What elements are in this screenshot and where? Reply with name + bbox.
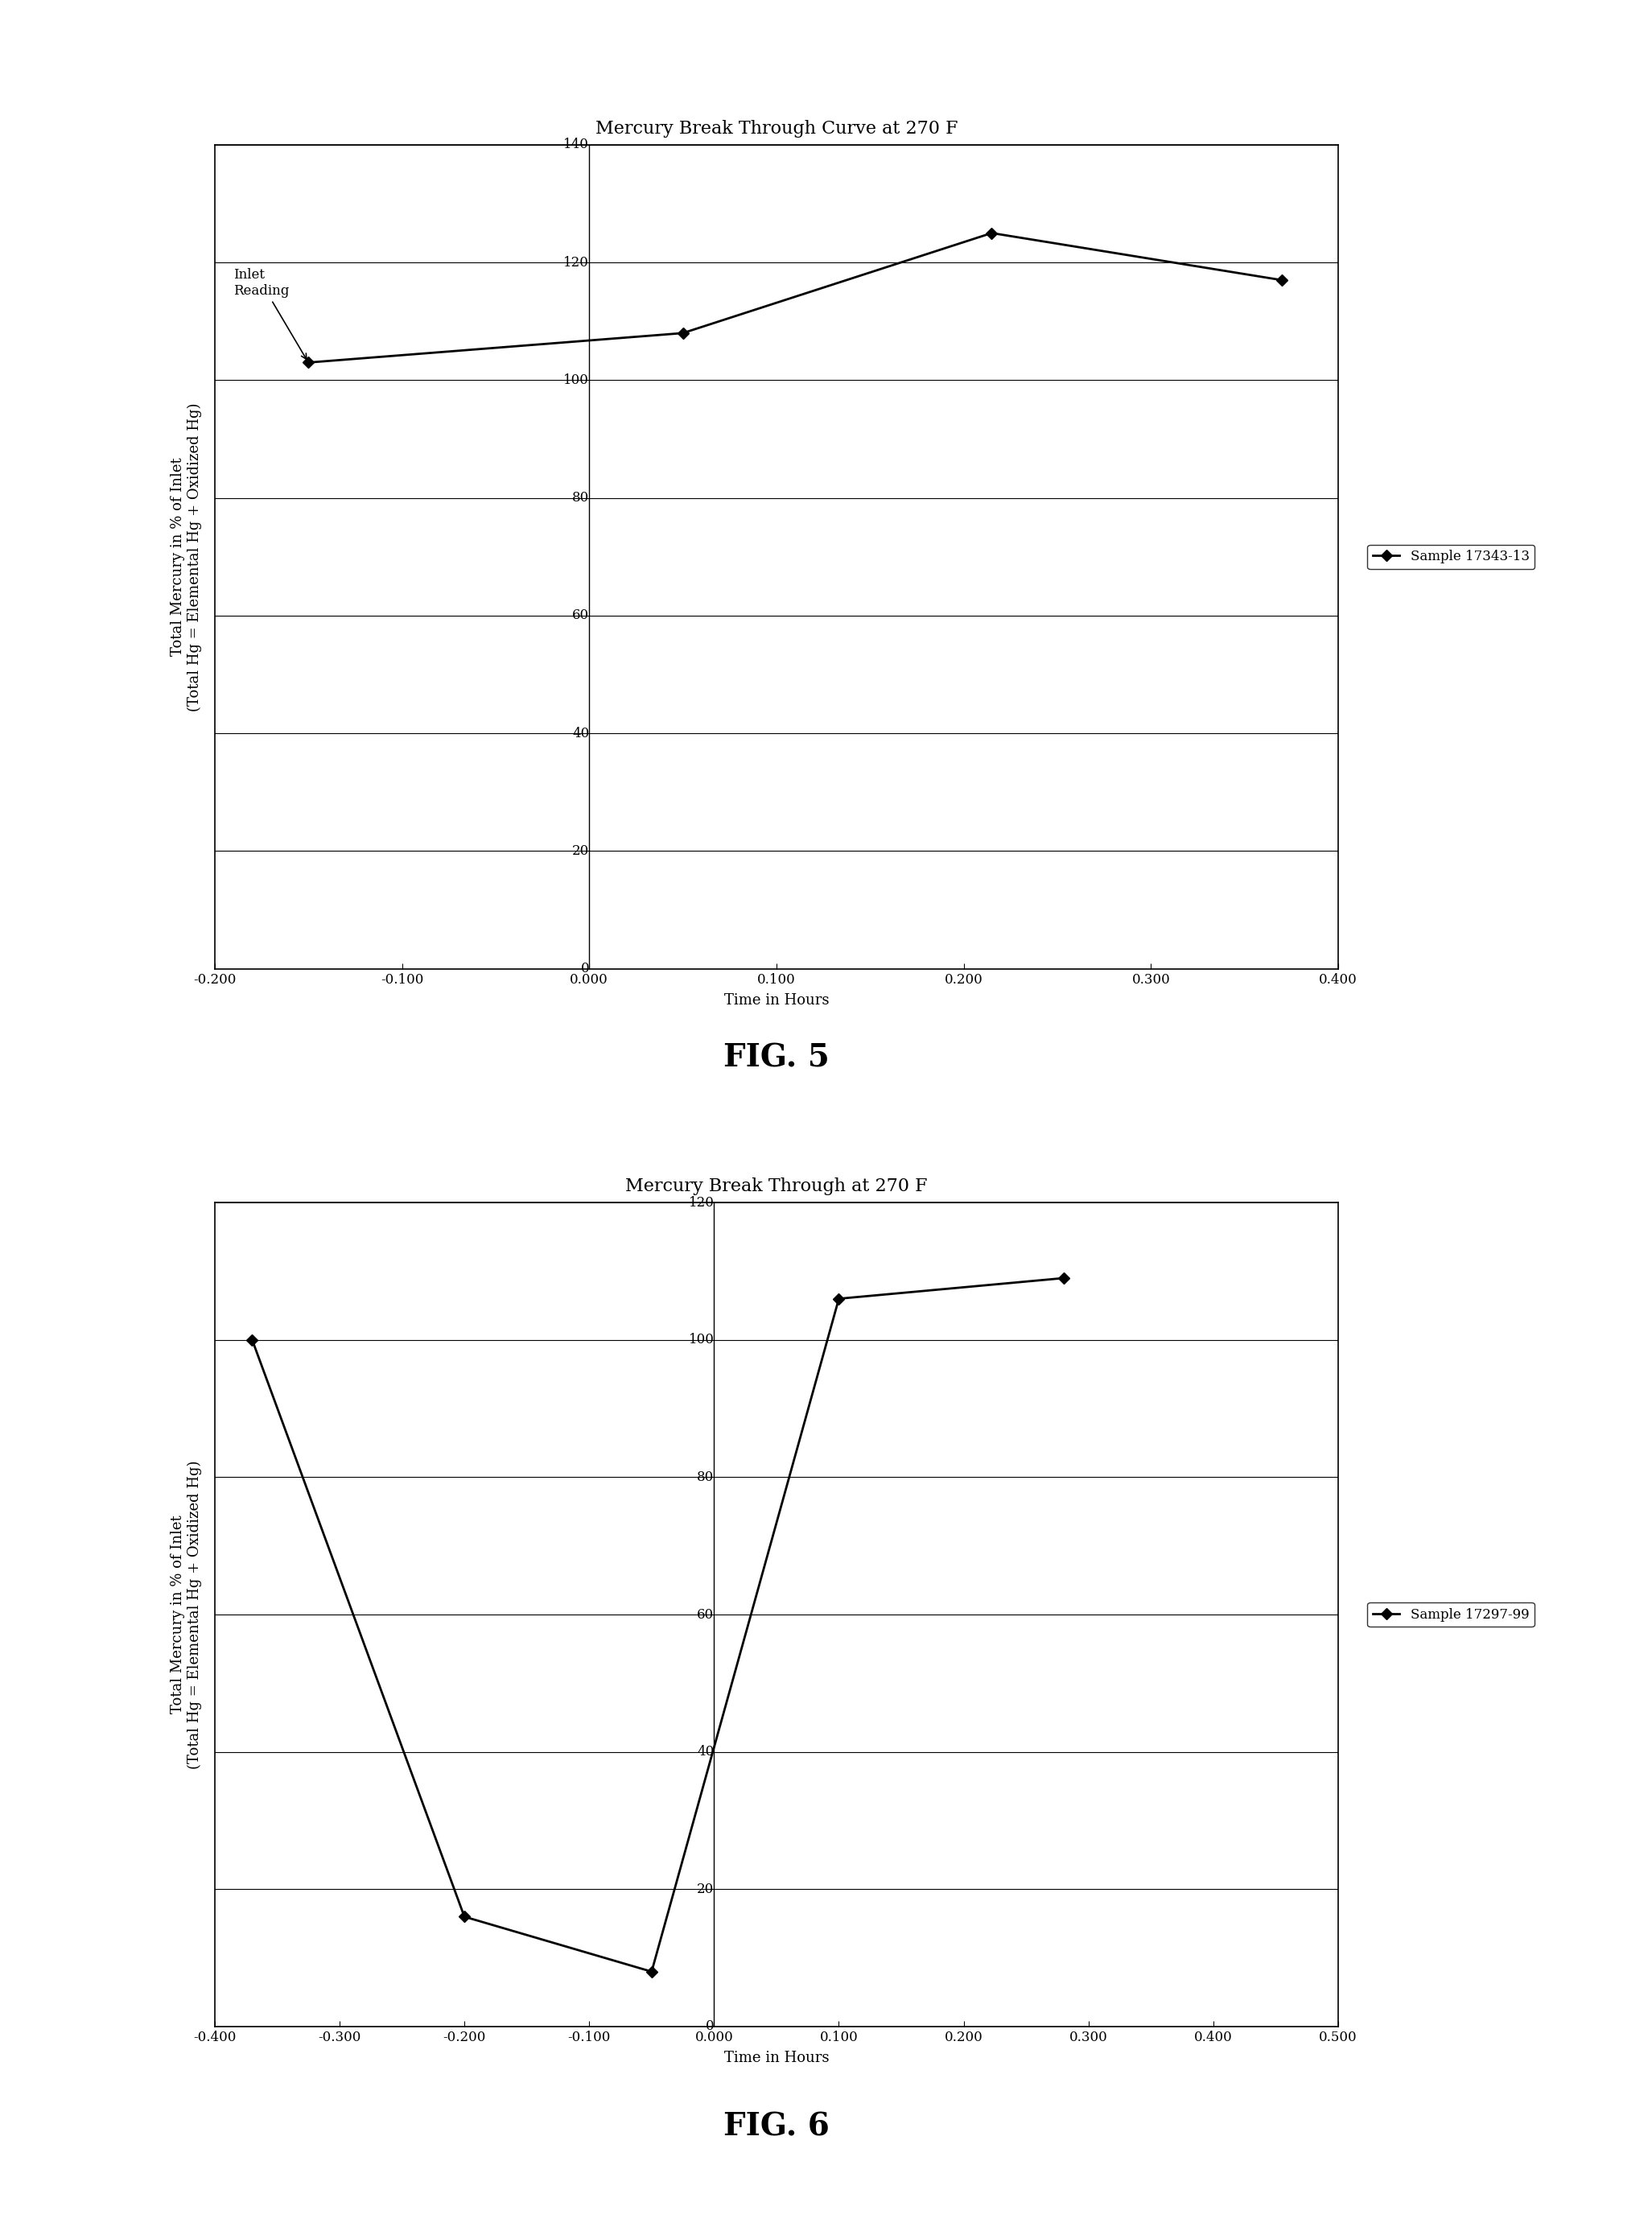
Text: 140: 140: [563, 138, 590, 151]
Text: 80: 80: [697, 1470, 714, 1483]
Text: 80: 80: [572, 490, 590, 506]
X-axis label: Time in Hours: Time in Hours: [724, 993, 829, 1007]
Text: 20: 20: [697, 1882, 714, 1895]
Text: 60: 60: [572, 608, 590, 624]
Text: 120: 120: [563, 256, 590, 269]
Title: Mercury Break Through Curve at 270 F: Mercury Break Through Curve at 270 F: [595, 120, 958, 138]
Text: FIG. 6: FIG. 6: [724, 2111, 829, 2142]
Text: 40: 40: [572, 726, 590, 739]
Text: 100: 100: [689, 1334, 714, 1347]
Y-axis label: Total Mercury in % of Inlet
(Total Hg = Elemental Hg + Oxidized Hg): Total Mercury in % of Inlet (Total Hg = …: [170, 403, 202, 710]
Legend: Sample 17343-13: Sample 17343-13: [1368, 546, 1535, 568]
Text: FIG. 5: FIG. 5: [724, 1042, 829, 1073]
Title: Mercury Break Through at 270 F: Mercury Break Through at 270 F: [626, 1178, 927, 1196]
Text: 40: 40: [697, 1746, 714, 1759]
Text: 60: 60: [697, 1608, 714, 1621]
Text: 0: 0: [705, 2020, 714, 2033]
Text: 0: 0: [580, 962, 590, 975]
Y-axis label: Total Mercury in % of Inlet
(Total Hg = Elemental Hg + Oxidized Hg): Total Mercury in % of Inlet (Total Hg = …: [170, 1461, 202, 1768]
Legend: Sample 17297-99: Sample 17297-99: [1368, 1603, 1535, 1626]
Text: 100: 100: [563, 374, 590, 387]
Text: 120: 120: [689, 1196, 714, 1209]
X-axis label: Time in Hours: Time in Hours: [724, 2051, 829, 2064]
Text: 20: 20: [572, 844, 590, 857]
Text: Inlet
Reading: Inlet Reading: [233, 267, 307, 359]
